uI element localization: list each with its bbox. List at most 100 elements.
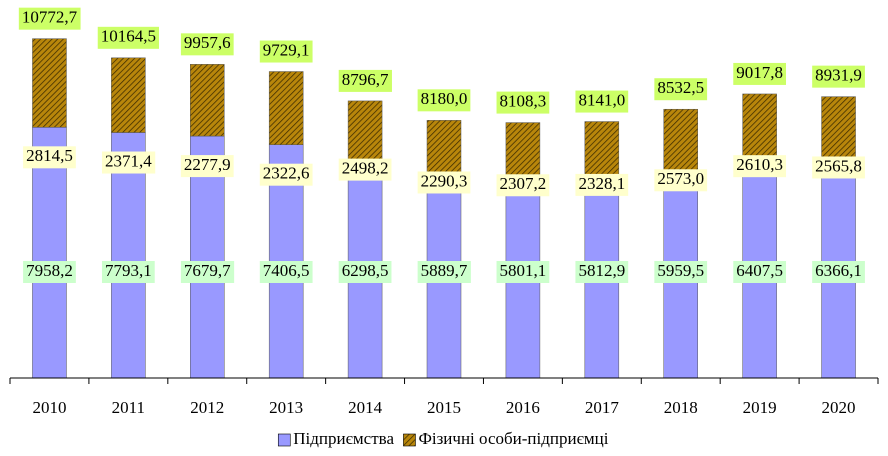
label-text: 7406,5 xyxy=(263,261,310,280)
label-box xyxy=(812,65,865,88)
legend-label: Підприємства xyxy=(293,429,394,448)
data-label: 10772,7 xyxy=(18,7,81,30)
data-label: 5889,7 xyxy=(417,261,471,283)
label-text: 10164,5 xyxy=(101,27,156,46)
label-box xyxy=(496,91,550,114)
bar-segment xyxy=(426,192,462,379)
label-box xyxy=(180,261,235,283)
label-text: 9017,8 xyxy=(736,63,783,82)
label-box xyxy=(18,7,81,30)
label-box xyxy=(575,261,629,283)
label-text: 2290,3 xyxy=(421,171,468,190)
data-label: 7793,1 xyxy=(101,261,155,283)
data-label: 8108,3 xyxy=(496,91,550,114)
x-tick-label: 2011 xyxy=(112,398,145,417)
label-box xyxy=(733,261,787,283)
label-box xyxy=(417,261,471,283)
x-tick-label: 2019 xyxy=(743,398,777,417)
label-text: 9729,1 xyxy=(263,40,310,59)
legend-swatch xyxy=(277,433,291,447)
label-text: 2371,4 xyxy=(105,151,152,170)
data-label: 8931,9 xyxy=(812,66,865,88)
label-box xyxy=(812,261,865,283)
label-box xyxy=(812,156,865,179)
x-tick-label: 2018 xyxy=(664,398,698,417)
label-text: 2610,3 xyxy=(736,155,783,174)
data-label: 6366,1 xyxy=(812,261,865,283)
label-box xyxy=(575,90,629,113)
data-label: 9017,8 xyxy=(733,63,787,85)
label-box xyxy=(654,169,708,192)
label-box xyxy=(23,261,76,283)
legend-label: Фізичні особи-підприємці xyxy=(418,429,608,448)
label-text: 8796,7 xyxy=(342,70,389,89)
bar-segment xyxy=(268,71,304,145)
label-text: 7679,7 xyxy=(184,261,231,280)
data-label: 8532,5 xyxy=(654,78,708,101)
label-box xyxy=(338,158,392,181)
data-label: 8796,7 xyxy=(338,69,392,92)
data-label: 9729,1 xyxy=(259,40,313,63)
label-text: 9957,6 xyxy=(184,33,231,52)
label-box xyxy=(733,155,787,178)
data-label: 5801,1 xyxy=(496,261,550,283)
x-tick-label: 2017 xyxy=(585,398,620,417)
label-text: 2328,1 xyxy=(578,174,625,193)
label-text: 7793,1 xyxy=(105,261,152,280)
bar-segment xyxy=(32,127,67,379)
label-text: 6407,5 xyxy=(736,261,783,280)
data-label: 8180,0 xyxy=(417,89,471,112)
x-tick-label: 2012 xyxy=(190,398,224,417)
label-box xyxy=(575,173,629,196)
label-text: 2814,5 xyxy=(26,146,73,165)
label-text: 2573,0 xyxy=(657,169,704,188)
label-text: 2498,2 xyxy=(342,159,389,178)
label-box xyxy=(101,151,156,174)
data-label: 2498,2 xyxy=(338,158,392,181)
x-tick-label: 2014 xyxy=(348,398,383,417)
data-label: 2277,9 xyxy=(180,155,234,178)
label-box xyxy=(180,155,234,178)
data-label: 2290,3 xyxy=(417,171,471,194)
label-text: 6366,1 xyxy=(815,261,862,280)
label-box xyxy=(259,261,313,283)
label-text: 2277,9 xyxy=(184,155,231,174)
label-box xyxy=(417,89,471,112)
x-tick-label: 2010 xyxy=(32,398,66,417)
label-text: 5959,5 xyxy=(657,261,704,280)
label-text: 8108,3 xyxy=(500,91,547,110)
label-box xyxy=(180,33,234,56)
data-label: 2610,3 xyxy=(733,155,787,178)
label-box xyxy=(101,261,155,283)
label-text: 8180,0 xyxy=(421,89,468,108)
data-label: 2573,0 xyxy=(654,169,708,192)
label-box xyxy=(496,261,550,283)
label-text: 8532,5 xyxy=(657,78,704,97)
label-text: 2322,6 xyxy=(263,164,310,183)
label-box xyxy=(338,69,392,92)
label-text: 2307,2 xyxy=(500,174,547,193)
data-label: 7406,5 xyxy=(259,261,313,283)
bar-segment xyxy=(111,57,146,133)
label-text: 8931,9 xyxy=(815,66,862,85)
data-label: 2565,8 xyxy=(812,156,865,179)
x-tick-label: 2015 xyxy=(427,398,461,417)
label-text: 10772,7 xyxy=(22,8,78,27)
data-label: 9957,6 xyxy=(180,33,234,56)
data-label: 10164,5 xyxy=(97,27,159,49)
label-box xyxy=(259,40,313,63)
data-label: 5959,5 xyxy=(654,261,708,283)
label-text: 7958,2 xyxy=(26,261,73,280)
label-box xyxy=(654,261,708,283)
data-label: 7958,2 xyxy=(23,261,76,283)
label-box xyxy=(417,171,471,194)
data-label: 6407,5 xyxy=(733,261,787,283)
label-text: 8141,0 xyxy=(578,90,625,109)
label-text: 5889,7 xyxy=(421,261,468,280)
x-tick-label: 2013 xyxy=(269,398,303,417)
legend-swatch xyxy=(403,433,416,447)
bar-segment xyxy=(190,64,225,137)
label-text: 2565,8 xyxy=(815,156,862,175)
x-tick-label: 2016 xyxy=(506,398,540,417)
